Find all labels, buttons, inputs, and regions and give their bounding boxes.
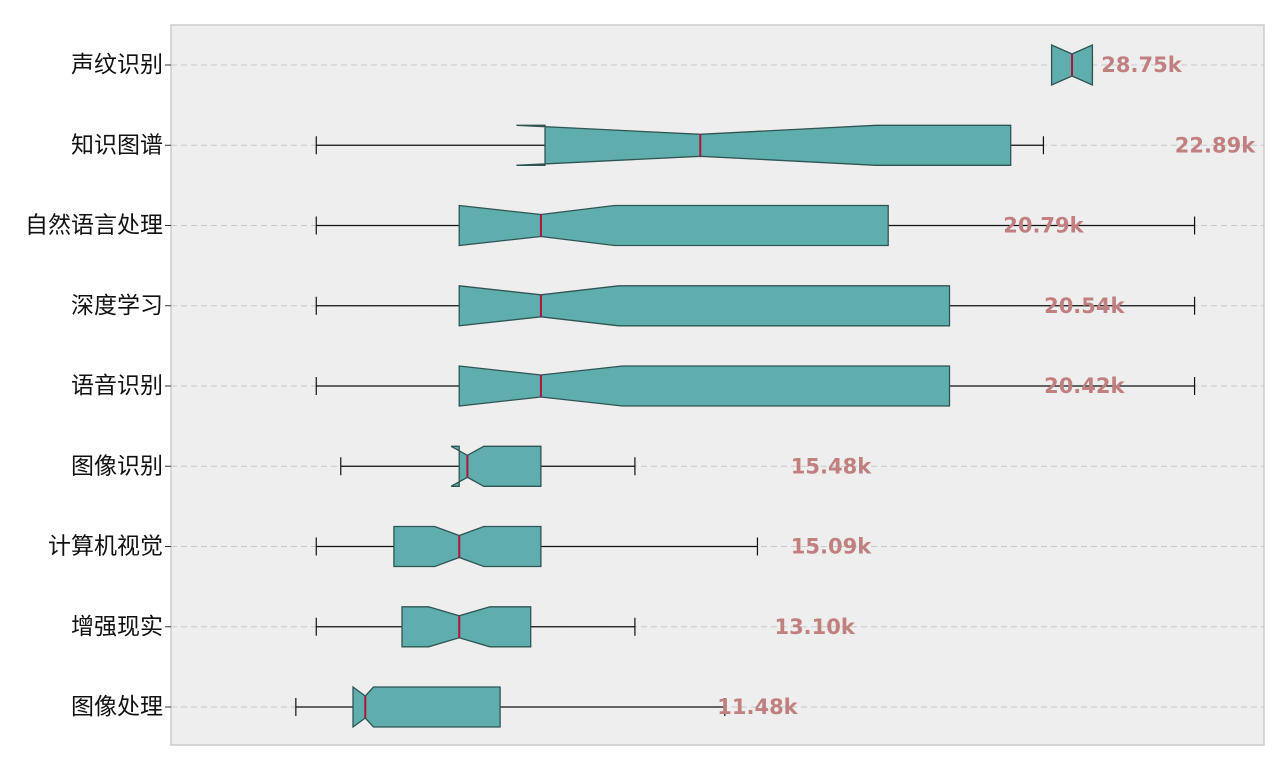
box-row-1 (1050, 44, 1094, 86)
category-label: 自然语言处理 (25, 213, 163, 239)
category-label: 声纹识别 (71, 52, 163, 78)
annotation-label: 20.42k (1044, 374, 1125, 398)
annotation-label: 13.10k (774, 615, 855, 639)
category-label: 知识图谱 (71, 132, 163, 158)
box-body (458, 285, 951, 327)
box-body (401, 606, 532, 648)
annotation-label: 20.79k (1003, 214, 1084, 238)
category-label: 深度学习 (71, 293, 163, 319)
box-body (393, 525, 542, 568)
box-body (450, 445, 542, 487)
category-label: 图像处理 (71, 694, 163, 720)
box-body (352, 685, 501, 729)
annotation-label: 15.09k (791, 535, 872, 559)
box-row-5 (315, 365, 1196, 407)
category-label: 计算机视觉 (48, 534, 163, 560)
annotations: 28.75k 22.89k 20.79k 20.54k 20.42k 15.48k 15.0… (717, 53, 1256, 719)
annotation-label: 28.75k (1101, 53, 1182, 77)
box-row-4 (315, 285, 1196, 327)
box-row-6 (340, 445, 636, 487)
box-row-3 (315, 204, 1196, 247)
box-row-8 (315, 606, 636, 648)
box-row-7 (315, 525, 759, 568)
annotation-label: 20.54k (1044, 294, 1125, 318)
category-label: 增强现实 (71, 614, 163, 640)
annotation-label: 11.48k (717, 695, 798, 719)
category-label: 图像识别 (71, 453, 163, 479)
box-body (458, 365, 951, 407)
category-label: 语音识别 (71, 373, 163, 399)
annotation-label: 15.48k (791, 454, 872, 478)
box-body (458, 204, 889, 247)
box-body (516, 124, 1012, 166)
box-row-2 (315, 124, 1045, 166)
boxes (295, 44, 1196, 729)
annotation-label: 22.89k (1175, 133, 1256, 157)
box-row-9 (295, 685, 726, 729)
